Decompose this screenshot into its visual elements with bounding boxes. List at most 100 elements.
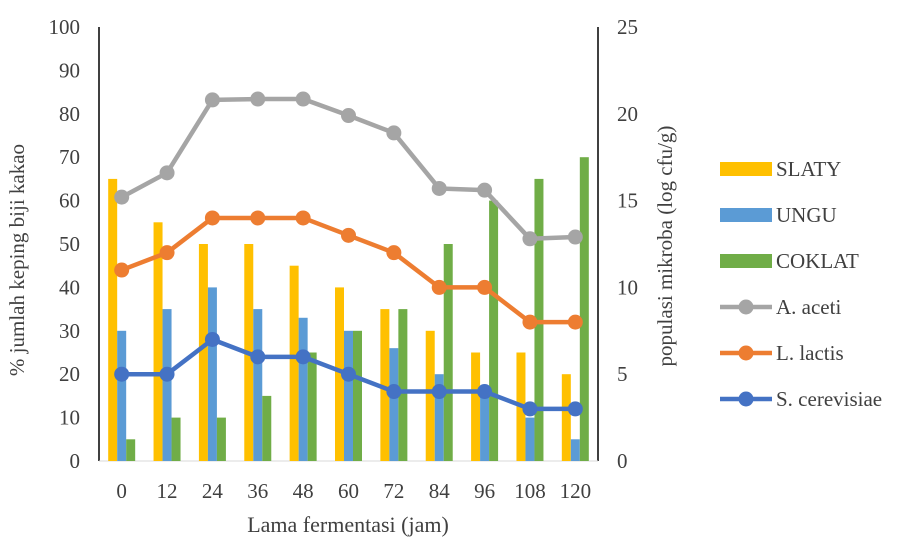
- legend-label: S. cerevisiae: [776, 387, 882, 411]
- bar-slaty: [471, 352, 481, 461]
- bars: [108, 157, 589, 461]
- line-point: [341, 366, 356, 382]
- y2-tick-label: 15: [617, 189, 638, 213]
- legend: SLATY UNGU COKLAT A. aceti L. lactis S. cerev…: [720, 157, 882, 411]
- x-tick-label: 84: [429, 479, 451, 503]
- y-tick-label: 70: [59, 145, 80, 169]
- line-point: [159, 165, 175, 181]
- bar-slaty: [561, 374, 571, 461]
- line-point: [431, 279, 447, 295]
- x-tick-label: 24: [202, 479, 224, 503]
- line-point: [341, 108, 356, 124]
- x-tick-label: 48: [293, 479, 314, 503]
- y2-axis-label: populasi mikroba (log cfu/g): [653, 126, 677, 367]
- x-tick-label: 36: [247, 479, 268, 503]
- y-tick-label: 90: [59, 58, 80, 82]
- line-point: [114, 366, 130, 382]
- y-tick-label: 40: [59, 275, 80, 299]
- bar-coklat: [579, 157, 589, 461]
- bar-slaty: [380, 309, 390, 461]
- bar-coklat: [262, 395, 272, 461]
- line-point: [159, 245, 175, 261]
- bar-ungu: [162, 309, 172, 461]
- axes: 0 10 20 30 40 50 60 70 80 90 100 0 5 10 15 20 25 0 12 24 36 4…: [49, 15, 639, 503]
- legend-label: SLATY: [776, 157, 841, 181]
- x-axis-label: Lama fermentasi (jam): [247, 512, 449, 537]
- line-point: [295, 349, 311, 365]
- line-point: [567, 401, 583, 417]
- legend-marker: [738, 299, 754, 315]
- bar-slaty: [198, 244, 208, 461]
- line-point: [295, 210, 311, 226]
- bar-ungu: [117, 330, 127, 461]
- y2-tick-label: 0: [617, 449, 628, 473]
- bar-coklat: [443, 244, 453, 461]
- legend-swatch: [720, 162, 772, 176]
- y2-tick-label: 20: [617, 102, 638, 126]
- bar-slaty: [335, 287, 344, 461]
- y-tick-label: 10: [59, 406, 80, 430]
- bar-ungu: [525, 417, 535, 461]
- bar-coklat: [489, 200, 499, 461]
- x-tick-label: 12: [157, 479, 178, 503]
- line-point: [477, 384, 493, 400]
- y-tick-label: 30: [59, 319, 80, 343]
- y-axis-label: % jumlah keping biji kakao: [5, 144, 29, 376]
- y-tick-label: 100: [49, 15, 81, 39]
- x-tick-label: 60: [338, 479, 359, 503]
- legend-marker: [738, 345, 754, 361]
- y-tick-label: 50: [59, 232, 80, 256]
- line-point: [250, 210, 266, 226]
- x-tick-label: 72: [383, 479, 404, 503]
- line-point: [477, 279, 493, 295]
- legend-label: L. lactis: [776, 341, 844, 365]
- line-point: [477, 182, 493, 198]
- bar-coklat: [398, 309, 408, 461]
- bar-coklat: [126, 439, 136, 461]
- line-point: [431, 180, 447, 196]
- line-point: [295, 91, 311, 107]
- x-tick-label: 96: [474, 479, 495, 503]
- line-point: [522, 231, 538, 247]
- bar-ungu: [344, 330, 353, 461]
- y-tick-label: 60: [59, 189, 80, 213]
- line-point: [341, 227, 356, 243]
- line-point: [386, 245, 402, 261]
- x-tick-label: 108: [514, 479, 546, 503]
- line-point: [431, 384, 447, 400]
- legend-label: COKLAT: [776, 249, 859, 273]
- y-tick-label: 0: [70, 449, 81, 473]
- legend-swatch: [720, 208, 772, 222]
- bar-coklat: [307, 352, 317, 461]
- bar-slaty: [108, 178, 118, 461]
- bar-coklat: [216, 417, 226, 461]
- legend-label: A. aceti: [776, 295, 841, 319]
- y2-tick-label: 5: [617, 362, 628, 386]
- x-tick-label: 120: [560, 479, 592, 503]
- legend-swatch: [720, 254, 772, 268]
- bar-ungu: [389, 348, 399, 461]
- bar-ungu: [434, 374, 444, 461]
- legend-marker: [738, 391, 754, 407]
- line-point: [114, 189, 130, 205]
- line-point: [250, 91, 266, 107]
- bar-coklat: [171, 417, 181, 461]
- line-point: [567, 229, 583, 245]
- bar-ungu: [298, 317, 308, 461]
- bar-coklat: [353, 330, 362, 461]
- line-point: [567, 314, 583, 330]
- line-point: [522, 314, 538, 330]
- line-point: [522, 401, 538, 417]
- bar-ungu: [570, 439, 580, 461]
- line-point: [204, 331, 220, 347]
- line-point: [386, 125, 402, 141]
- line-point: [250, 349, 266, 365]
- bar-ungu: [253, 309, 263, 461]
- y-tick-label: 80: [59, 102, 80, 126]
- line-point: [159, 366, 175, 382]
- bar-ungu: [207, 287, 217, 461]
- y-tick-label: 20: [59, 362, 80, 386]
- bar-slaty: [153, 222, 163, 461]
- bar-slaty: [425, 330, 435, 461]
